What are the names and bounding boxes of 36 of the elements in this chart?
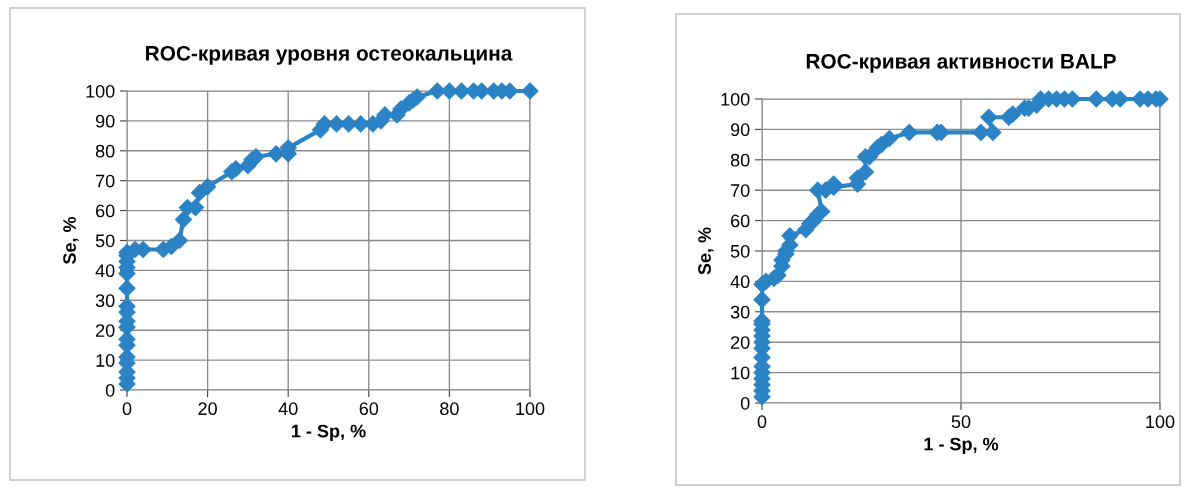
chart-title: ROC-кривая уровня остеокальцина (146, 45, 513, 65)
y-tick-label: 30 (730, 305, 750, 319)
x-tick-label: 100 (516, 402, 545, 416)
x-tick-label: 40 (278, 402, 298, 416)
y-tick-label: 20 (731, 336, 750, 349)
y-tick-label: 0 (105, 383, 115, 397)
y-tick-label: 50 (95, 234, 115, 248)
y-tick-label: 90 (730, 123, 750, 137)
y-tick-label: 10 (731, 366, 750, 380)
y-tick-label: 100 (86, 84, 115, 98)
y-tick-label: 40 (95, 264, 115, 278)
y-tick-label: 70 (96, 174, 115, 188)
chart-title: ROC-кривая активности BALP (806, 53, 1116, 73)
y-tick-label: 10 (96, 354, 115, 367)
x-axis-title: 1 - Sp, % (924, 437, 999, 455)
y-tick-label: 50 (730, 244, 750, 258)
y-tick-label: 80 (730, 153, 750, 167)
x-tick-label: 0 (122, 402, 132, 416)
x-tick-label: 20 (198, 402, 217, 416)
x-tick-label: 80 (440, 402, 459, 416)
y-tick-label: 60 (96, 204, 115, 218)
y-tick-label: 30 (95, 294, 115, 308)
x-tick-label: 50 (951, 415, 971, 429)
y-tick-label: 70 (731, 184, 750, 197)
x-tick-label: 0 (757, 415, 767, 429)
y-tick-label: 90 (95, 114, 115, 128)
y-tick-label: 80 (95, 144, 115, 158)
y-axis-title: Se, % (698, 227, 714, 275)
y-axis-title: Se, % (63, 216, 79, 265)
y-tick-label: 20 (96, 324, 115, 337)
x-tick-label: 100 (1146, 415, 1175, 429)
y-tick-label: 40 (730, 275, 750, 289)
y-tick-label: 60 (731, 214, 750, 228)
x-tick-label: 60 (359, 402, 379, 416)
x-axis-title: 1 - Sp, % (292, 424, 366, 442)
y-tick-label: 100 (721, 92, 750, 106)
